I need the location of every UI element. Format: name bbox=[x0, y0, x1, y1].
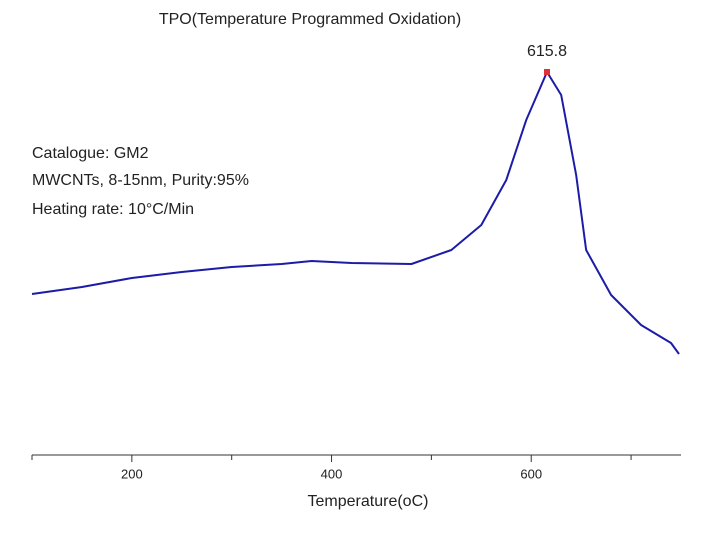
x-axis-label: Temperature(oC) bbox=[308, 493, 429, 510]
x-tick-label: 400 bbox=[321, 466, 343, 481]
x-tick-label: 200 bbox=[121, 466, 143, 481]
x-tick-label: 600 bbox=[520, 466, 542, 481]
chart-title: TPO(Temperature Programmed Oxidation) bbox=[159, 11, 461, 28]
annotation: MWCNTs, 8-15nm, Purity:95% bbox=[32, 172, 249, 189]
peak-marker bbox=[544, 69, 551, 75]
peak-label: 615.8 bbox=[527, 43, 567, 60]
annotation: Heating rate: 10°C/Min bbox=[32, 201, 194, 218]
annotation: Catalogue: GM2 bbox=[32, 145, 149, 162]
line-series bbox=[31, 71, 680, 355]
